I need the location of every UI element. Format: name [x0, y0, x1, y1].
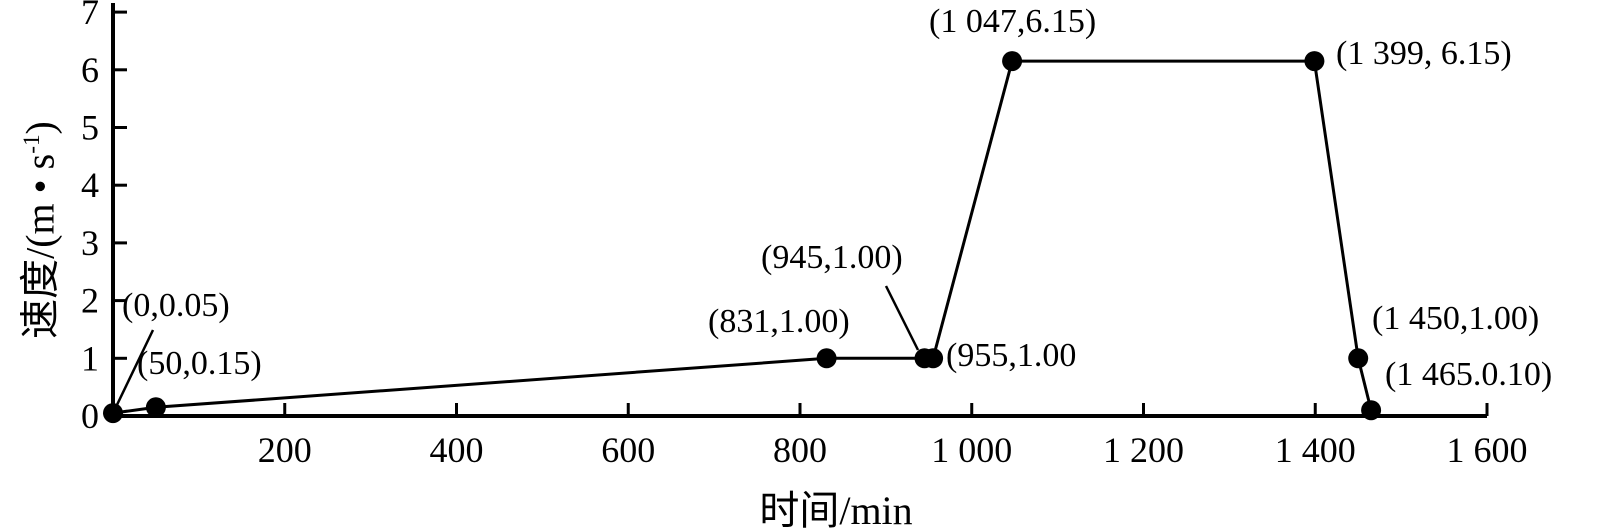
y-tick-label: 1 — [81, 338, 99, 378]
x-tick-label: 1 400 — [1275, 430, 1356, 470]
point-label: (945,1.00) — [761, 239, 903, 276]
x-tick-label: 400 — [430, 430, 484, 470]
y-tick-label: 2 — [81, 281, 99, 321]
annotation-leader-line — [884, 285, 920, 351]
x-tick-label: 200 — [258, 430, 312, 470]
y-tick-label: 4 — [81, 165, 99, 205]
x-tick-label: 1 000 — [931, 430, 1012, 470]
data-point — [103, 403, 123, 424]
data-point — [145, 397, 166, 418]
y-axis-title: 速度/(m • s-1) — [10, 58, 62, 402]
annotation-leader-line — [113, 329, 155, 410]
point-label: (0,0.05) — [122, 287, 230, 324]
y-tick-label: 0 — [81, 396, 99, 436]
point-label: (1 399, 6.15) — [1336, 35, 1512, 72]
data-point — [816, 348, 837, 369]
x-tick-label: 1 200 — [1103, 430, 1184, 470]
data-point — [923, 348, 944, 369]
point-label: (1 450,1.00) — [1372, 300, 1539, 337]
y-tick-label: 6 — [81, 50, 99, 90]
x-axis-title: 时间/min — [759, 488, 913, 529]
point-label: (831,1.00) — [708, 303, 850, 340]
data-point — [1361, 400, 1382, 421]
x-tick-label: 600 — [601, 430, 655, 470]
point-label: (955,1.00 — [946, 337, 1076, 374]
x-tick-label: 800 — [773, 430, 827, 470]
point-label: (1 047,6.15) — [929, 3, 1096, 40]
y-tick-label: 7 — [81, 0, 99, 32]
y-axis-title-close-paren: ) — [17, 121, 63, 135]
data-point — [1002, 51, 1023, 72]
point-label: (50,0.15) — [137, 345, 262, 382]
y-tick-label: 3 — [81, 223, 99, 263]
point-label: (1 465.0.10) — [1385, 356, 1552, 393]
x-tick-label: 1 600 — [1447, 430, 1528, 470]
data-point — [1348, 348, 1369, 369]
y-axis-title-text: 速度/(m • s — [17, 153, 63, 339]
data-line — [112, 59, 1373, 415]
data-point — [1304, 51, 1325, 72]
y-axis-title-superscript: -1 — [19, 134, 45, 154]
y-tick-label: 5 — [81, 108, 99, 148]
